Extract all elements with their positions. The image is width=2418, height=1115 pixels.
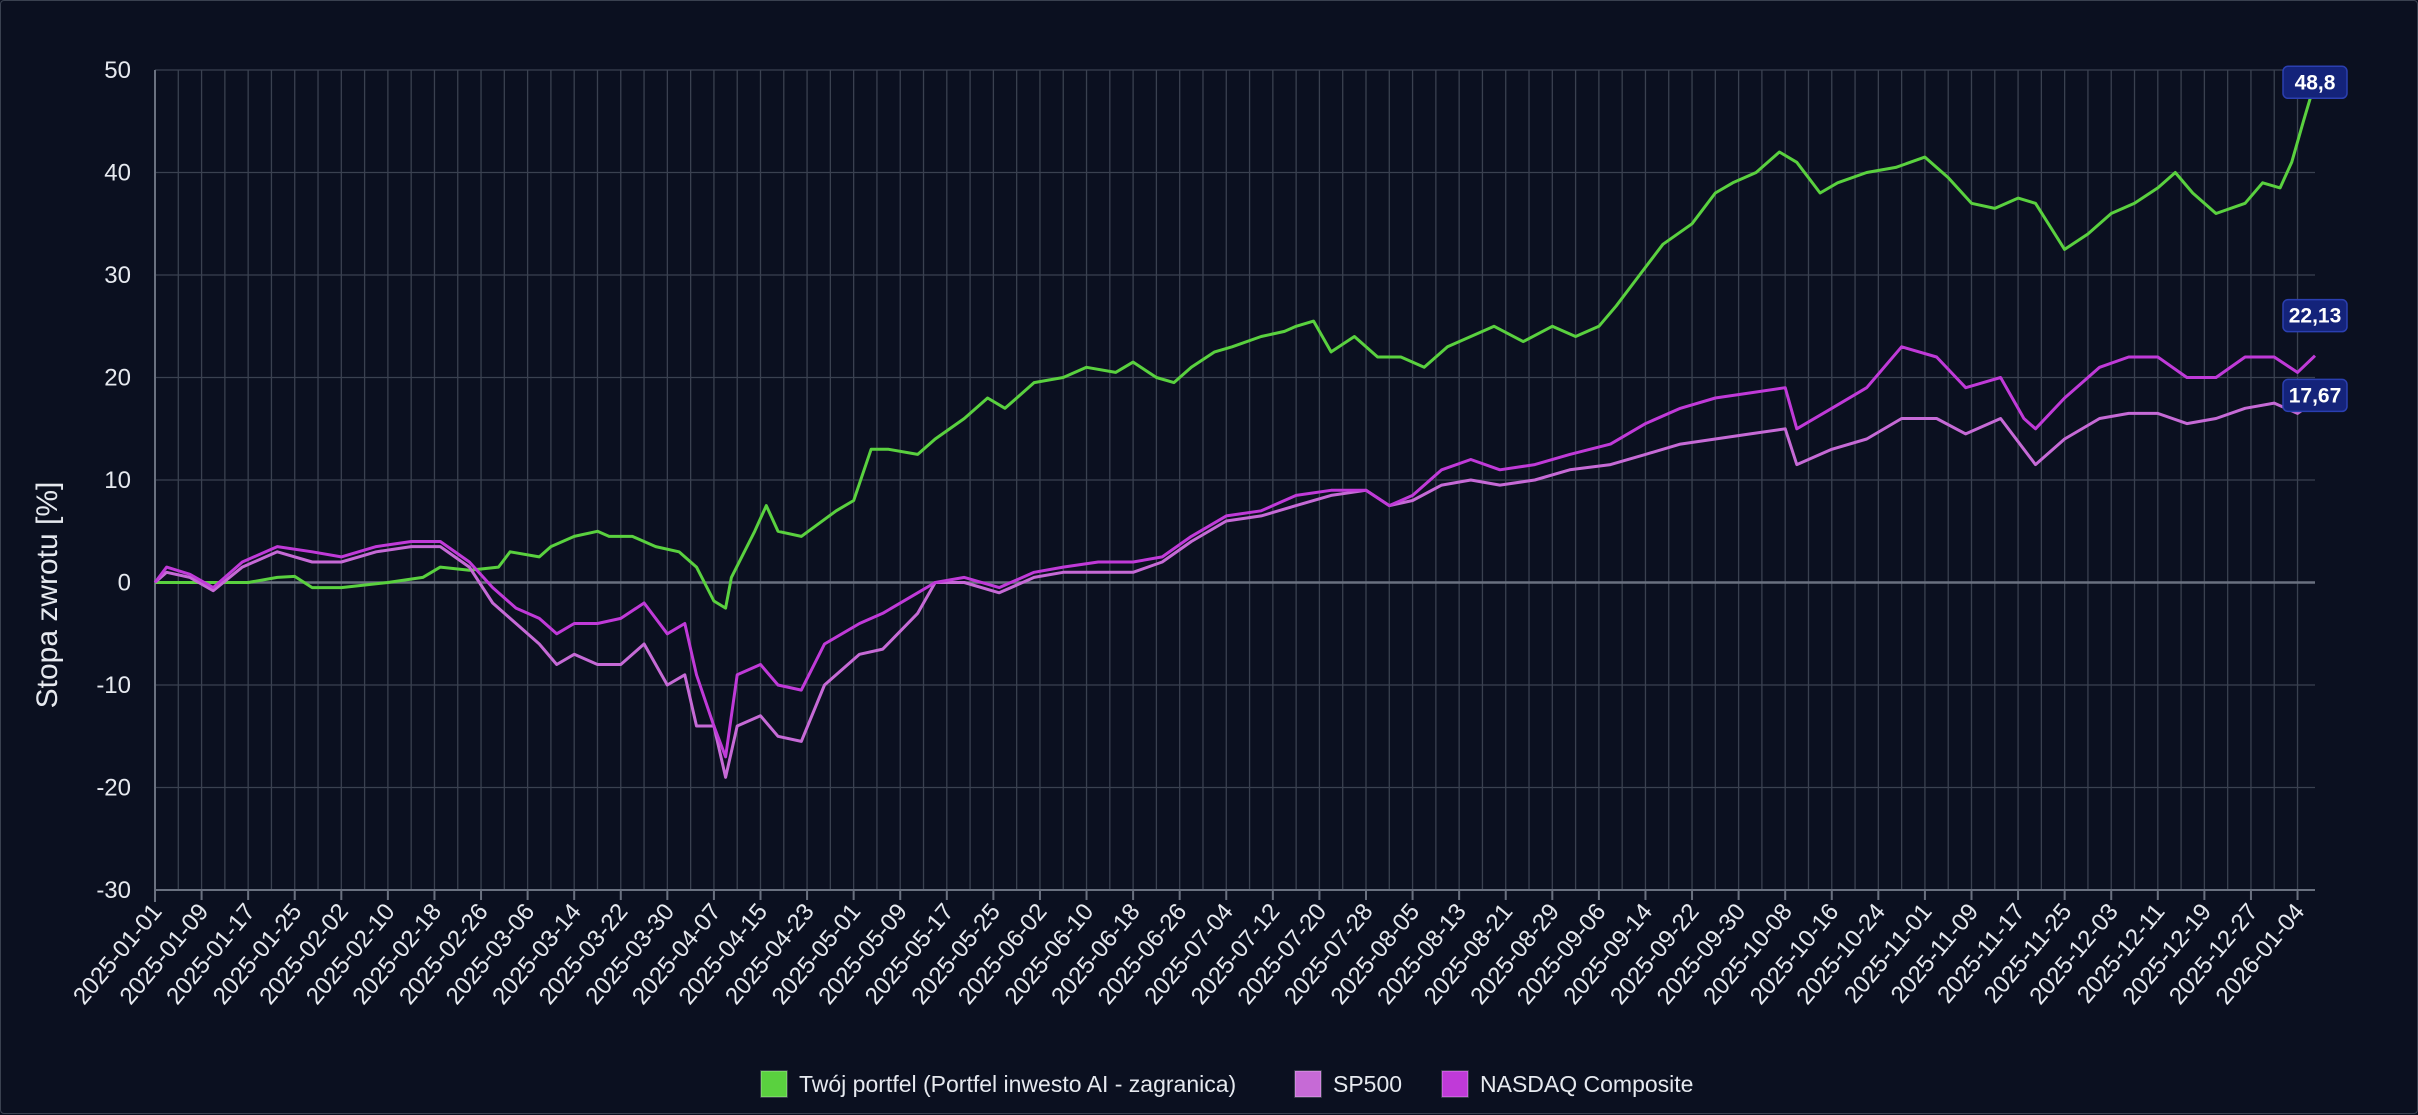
y-tick-label: -10 [96,672,131,699]
y-tick-label: -20 [96,775,131,802]
end-value-label: 22,13 [2289,305,2342,328]
y-tick-label: 20 [104,365,131,392]
series-line-1 [154,400,2316,779]
series-line-2 [153,345,2317,759]
end-label-box [2282,65,2348,100]
series-lines [153,81,2317,779]
legend-item-label[interactable]: SP500 [1333,1071,1402,1097]
legend-item-label[interactable]: NASDAQ Composite [1480,1071,1693,1097]
y-tick-label: 0 [118,570,131,597]
end-label-box [2282,378,2348,413]
legend-swatch[interactable] [1294,1070,1322,1098]
chart-grid: 50403020100-10-20-302025-01-012025-01-09… [68,57,2315,1010]
y-tick-label: 40 [104,160,131,187]
y-tick-label: 50 [104,57,131,84]
end-label-box [2282,298,2348,333]
legend: Twój portfel (Portfel inwesto AI - zagra… [760,1070,1693,1098]
y-tick-label: 30 [104,262,131,289]
y-axis-label: Stopa zwrotu [%] [31,482,64,709]
end-value-label: 48,8 [2295,71,2336,94]
legend-item-label[interactable]: Twój portfel (Portfel inwesto AI - zagra… [799,1071,1236,1097]
legend-swatch[interactable] [760,1070,788,1098]
y-tick-label: 10 [104,467,131,494]
legend-swatch[interactable] [1441,1070,1469,1098]
y-tick-label: -30 [96,877,131,904]
end-value-label: 17,67 [2289,384,2342,407]
series-line-0 [155,81,2317,610]
end-value-labels: 48,8 17,67 22,13 [2282,65,2348,413]
